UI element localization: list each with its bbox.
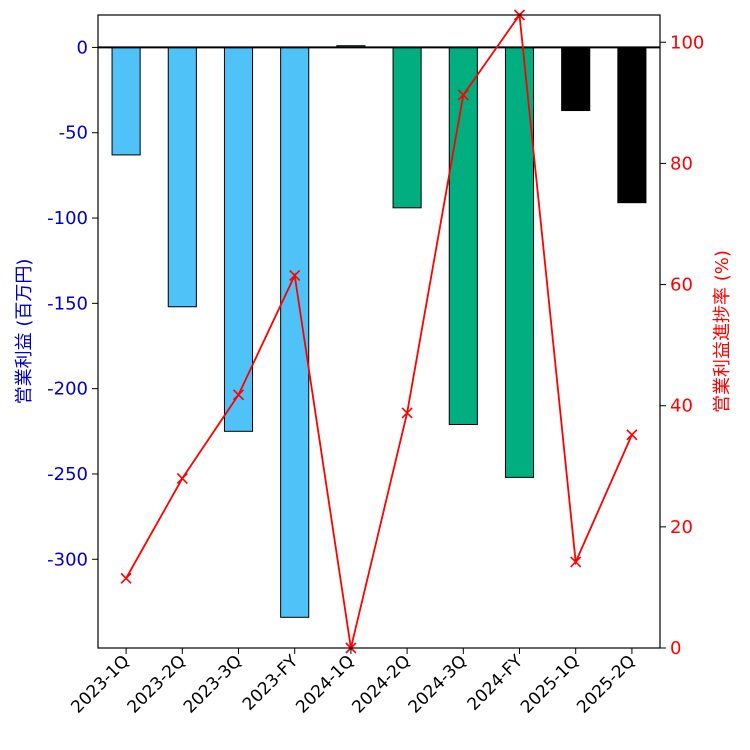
- x-axis-ticks: 2023-1Q2023-2Q2023-3Q2023-FY2024-1Q2024-…: [67, 648, 639, 718]
- bar-2024-FY: [504, 46, 535, 478]
- bar-2024-2Q: [392, 46, 422, 209]
- left-tick-label: -50: [59, 123, 88, 144]
- left-tick-label: -300: [47, 549, 88, 570]
- bar-2023-FY: [280, 46, 310, 618]
- x-tick-label: 2023-3Q: [180, 651, 246, 717]
- plot-frame: [97, 14, 661, 649]
- left-axis-ticks: 0 -50 -100 -150 -200 -250 -300: [47, 37, 98, 570]
- point-2023-2Q: [176, 472, 188, 484]
- left-tick-label: -200: [47, 379, 88, 400]
- bars-layer: [111, 45, 647, 618]
- bar-2023-2Q: [167, 46, 197, 308]
- right-tick-label: 40: [670, 396, 693, 417]
- right-tick-label: 60: [670, 275, 693, 296]
- left-tick-label: -100: [47, 208, 88, 229]
- bar-2024-3Q: [448, 46, 478, 425]
- point-2024-2Q: [401, 407, 413, 419]
- left-tick-label: 0: [77, 37, 88, 58]
- x-tick-label: 2024-2Q: [348, 651, 414, 717]
- point-2025-1Q: [570, 556, 582, 568]
- point-2023-1Q: [120, 572, 132, 584]
- left-tick-label: -150: [47, 293, 88, 314]
- point-2025-2Q: [626, 429, 638, 441]
- bar-2023-1Q: [111, 46, 141, 156]
- x-tick-label: 2024-1Q: [292, 651, 358, 717]
- point-2023-3Q: [232, 389, 245, 401]
- right-tick-label: 100: [670, 32, 704, 53]
- right-axis-title: 営業利益進捗率 (%): [712, 250, 733, 413]
- right-axis-ticks: 0 20 40 60 80 100: [660, 32, 704, 659]
- right-tick-label: 80: [670, 153, 693, 174]
- bar-2025-2Q: [617, 46, 647, 204]
- x-tick-label: 2024-3Q: [405, 651, 471, 717]
- x-tick-label: 2025-2Q: [573, 651, 639, 717]
- progress-line: [125, 12, 633, 649]
- progress-line-layer: [120, 9, 638, 654]
- x-tick-label: 2023-1Q: [67, 651, 133, 717]
- left-axis-title: 営業利益 (百万円): [14, 259, 35, 405]
- left-tick-label: -250: [47, 464, 88, 485]
- bar-2025-1Q: [561, 46, 591, 112]
- point-2023-FY: [289, 269, 301, 282]
- x-tick-label: 2023-2Q: [124, 651, 190, 717]
- right-tick-label: 20: [670, 517, 693, 538]
- x-tick-label: 2025-1Q: [517, 651, 583, 717]
- point-2024-3Q: [457, 89, 469, 101]
- right-tick-label: 0: [670, 638, 681, 659]
